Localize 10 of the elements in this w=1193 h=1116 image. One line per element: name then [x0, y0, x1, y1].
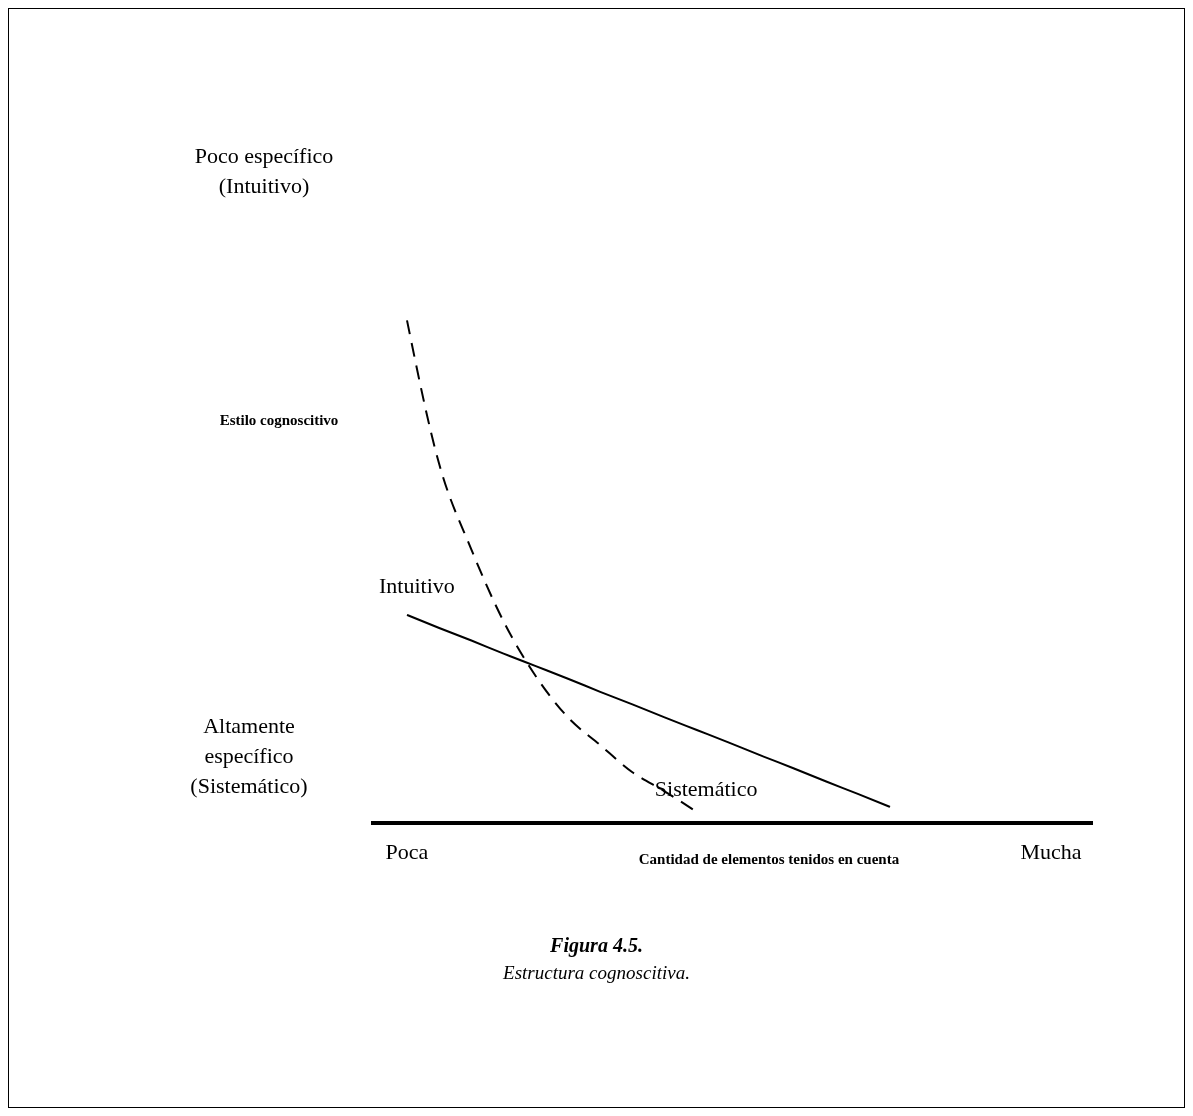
text: Estructura cognoscitiva. — [502, 962, 691, 984]
x-tick-label: Poca — [385, 838, 429, 864]
series-label: Intuitivo — [379, 572, 455, 598]
text: Figura 4.5. — [549, 934, 644, 957]
x-axis-title: Cantidad de elementos tenidos en cuenta — [637, 851, 901, 868]
series-label: Sistemático — [654, 775, 758, 801]
text: Poco específico (Intuitivo) — [193, 142, 335, 200]
y-axis-title: Estilo cognoscitivo — [218, 411, 340, 430]
x-tick-label: Mucha — [1020, 838, 1082, 864]
text: Altamente específico (Sistemático) — [189, 712, 309, 800]
